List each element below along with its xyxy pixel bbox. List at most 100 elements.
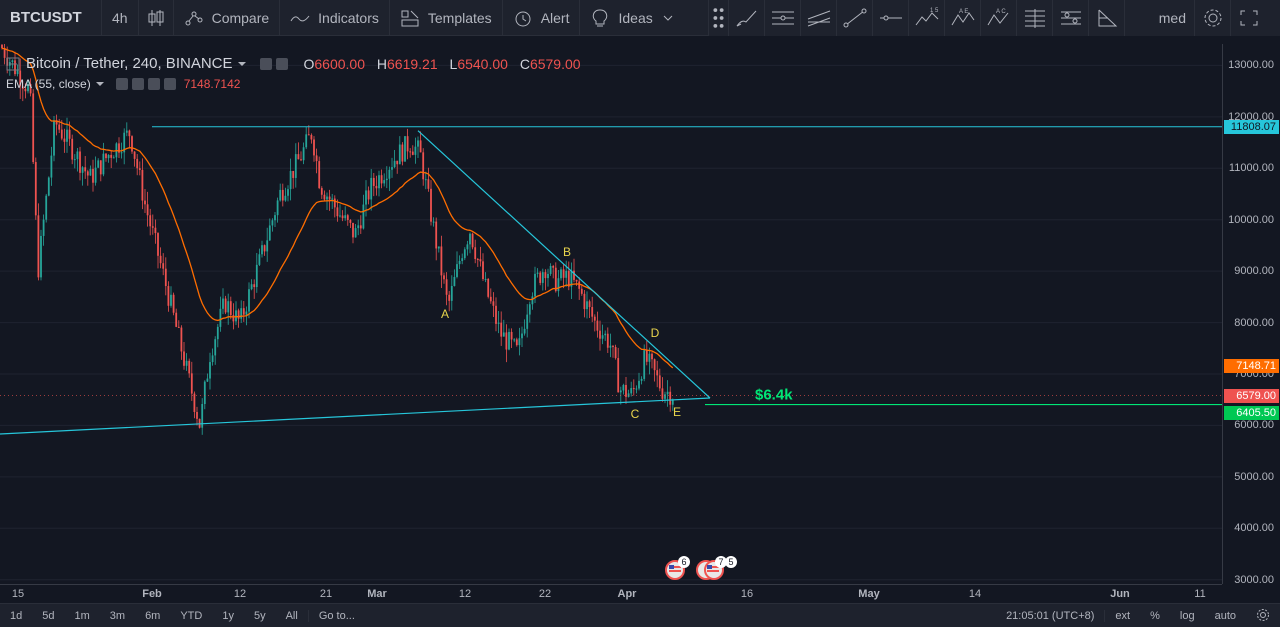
wave-label-d: D bbox=[650, 326, 660, 340]
abcde-pattern-tool-button[interactable]: A E bbox=[945, 0, 981, 36]
candle-body bbox=[167, 286, 170, 306]
candle-body bbox=[437, 246, 440, 249]
chevron-down-icon[interactable] bbox=[94, 78, 106, 90]
candle-body bbox=[232, 315, 235, 322]
range-all[interactable]: All bbox=[285, 609, 298, 622]
wave-label-c: C bbox=[630, 407, 640, 421]
candle-body bbox=[534, 273, 536, 297]
candle-body bbox=[162, 263, 165, 269]
chart-type-button[interactable] bbox=[139, 0, 174, 36]
candle-body bbox=[258, 254, 261, 265]
log-toggle[interactable]: log bbox=[1179, 610, 1195, 622]
candle-body bbox=[183, 351, 185, 366]
abc-pattern-tool-button[interactable]: A C bbox=[981, 0, 1017, 36]
drag-handle[interactable] bbox=[709, 0, 729, 36]
chevron-down-icon[interactable] bbox=[236, 58, 248, 70]
candle-body bbox=[365, 190, 367, 205]
candle-body bbox=[487, 278, 490, 297]
brush-tool-button[interactable] bbox=[729, 0, 765, 36]
range-6m[interactable]: 6m bbox=[145, 609, 161, 622]
indicators-button[interactable]: Indicators bbox=[280, 0, 390, 36]
trendline-tool-button[interactable] bbox=[837, 0, 873, 36]
candle-body bbox=[648, 353, 651, 362]
templates-button[interactable]: Templates bbox=[390, 0, 503, 36]
close-icon[interactable] bbox=[163, 78, 176, 90]
candle-body bbox=[224, 298, 227, 313]
candle-body bbox=[29, 84, 32, 94]
settings-button[interactable] bbox=[1195, 0, 1231, 36]
candle-body bbox=[97, 160, 100, 168]
fib-extension-tool-button[interactable] bbox=[1053, 0, 1089, 36]
candle-body bbox=[367, 190, 370, 200]
channel-tool-button[interactable] bbox=[801, 0, 837, 36]
candle-body bbox=[666, 391, 669, 395]
price-chart[interactable] bbox=[0, 44, 1222, 584]
axis-settings-button[interactable] bbox=[1246, 608, 1280, 625]
horizontal-lines-tool-button[interactable] bbox=[765, 0, 801, 36]
candle-body bbox=[60, 129, 63, 139]
horizontal-ray-tool-button[interactable] bbox=[873, 0, 909, 36]
candle-body bbox=[216, 326, 219, 340]
interval-button[interactable]: 4h bbox=[102, 0, 139, 36]
elliott-wave-tool-button[interactable]: 1 5 bbox=[909, 0, 945, 36]
candle-body bbox=[227, 301, 230, 313]
price-axis[interactable]: 13000.00 12000.00 11000.00 10000.00 9000.00 8… bbox=[1222, 44, 1280, 586]
range-5d[interactable]: 5d bbox=[42, 609, 55, 622]
ext-toggle[interactable]: ext bbox=[1104, 610, 1140, 622]
plus-icon[interactable] bbox=[147, 78, 160, 90]
eye-icon[interactable] bbox=[259, 57, 272, 70]
range-5y[interactable]: 5y bbox=[253, 609, 266, 622]
event-marker-earnings[interactable]: 6 bbox=[664, 556, 690, 580]
symbol-search[interactable]: BTCUSDT bbox=[0, 0, 102, 36]
trendline-icon bbox=[843, 8, 866, 28]
theme-dropdown[interactable]: med bbox=[1125, 0, 1195, 36]
elliott-wave-icon: 1 5 bbox=[915, 8, 939, 26]
candle-body bbox=[508, 331, 510, 350]
svg-text:A E: A E bbox=[959, 9, 968, 15]
time-tick-label: 22 bbox=[538, 588, 552, 600]
chart-pane[interactable] bbox=[0, 44, 1222, 584]
candle-body bbox=[284, 195, 287, 201]
range-1y[interactable]: 1y bbox=[222, 609, 234, 622]
triangle-pattern-tool-button[interactable] bbox=[1089, 0, 1125, 36]
fullscreen-button[interactable] bbox=[1231, 0, 1267, 36]
range-1d[interactable]: 1d bbox=[10, 609, 23, 622]
collapse-legend-icon[interactable] bbox=[6, 57, 20, 71]
candle-body bbox=[419, 140, 422, 153]
series-title[interactable]: Bitcoin / Tether, 240, BINANCE bbox=[26, 55, 233, 72]
candle-body bbox=[385, 178, 388, 181]
fib-tool-button[interactable] bbox=[1017, 0, 1053, 36]
ideas-button[interactable]: Ideas bbox=[580, 0, 684, 36]
range-ytd[interactable]: YTD bbox=[180, 609, 203, 622]
candle-body bbox=[271, 220, 274, 226]
candle-body bbox=[596, 320, 599, 331]
ema-title[interactable]: EMA (55, close) bbox=[6, 77, 91, 91]
candle-body bbox=[66, 129, 68, 142]
candle-body bbox=[287, 189, 289, 196]
time-tick-label: 14 bbox=[968, 588, 982, 600]
event-marker-group[interactable]: 7 5 bbox=[695, 556, 737, 580]
event-count: 5 bbox=[725, 556, 737, 568]
candle-body bbox=[469, 233, 471, 245]
candle-body bbox=[435, 221, 438, 249]
candle-body bbox=[84, 167, 87, 172]
candle-body bbox=[352, 222, 354, 238]
go-to-button[interactable]: Go to... bbox=[307, 609, 365, 622]
settings-icon[interactable] bbox=[131, 78, 144, 90]
candle-body bbox=[489, 296, 492, 302]
candle-body bbox=[375, 185, 378, 189]
clock[interactable]: 21:05:01 (UTC+8) bbox=[1006, 610, 1095, 622]
settings-icon[interactable] bbox=[275, 57, 288, 70]
percent-toggle[interactable]: % bbox=[1150, 610, 1160, 622]
candle-body bbox=[34, 162, 37, 216]
price-tick-label: 4000.00 bbox=[1234, 522, 1274, 535]
range-1m[interactable]: 1m bbox=[74, 609, 90, 622]
alert-button[interactable]: Alert bbox=[503, 0, 581, 36]
range-3m[interactable]: 3m bbox=[109, 609, 126, 622]
eye-icon[interactable] bbox=[115, 78, 128, 90]
candle-body bbox=[523, 328, 526, 334]
auto-toggle[interactable]: auto bbox=[1214, 610, 1236, 622]
candle-body bbox=[573, 270, 575, 280]
time-axis[interactable]: 15 Feb 12 21 Mar 12 22 Apr 16 May 14 Jun 11 bbox=[0, 584, 1222, 602]
compare-button[interactable]: Compare bbox=[174, 0, 281, 36]
